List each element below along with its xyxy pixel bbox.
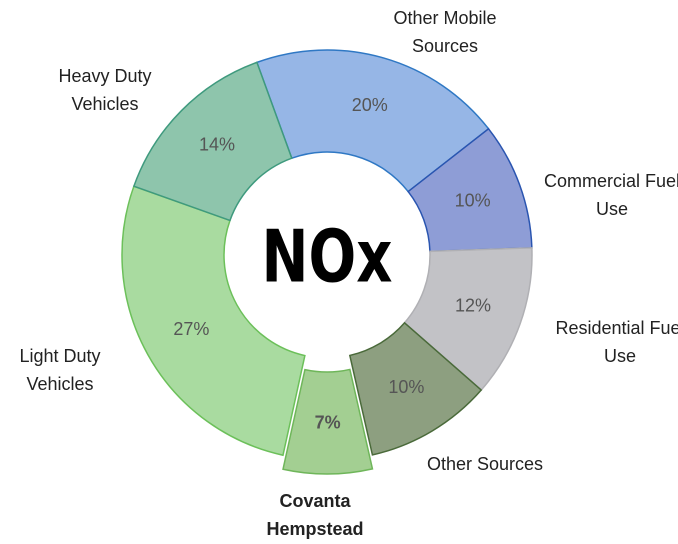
value-label: 12% <box>455 296 491 316</box>
category-label: Heavy Duty Vehicles <box>58 66 152 114</box>
category-label: Covanta Hempstead 2019 <box>266 491 364 539</box>
value-label: 7% <box>315 413 341 433</box>
value-label: 14% <box>199 135 235 155</box>
category-label: Other Mobile Sources <box>393 8 497 56</box>
value-label: 10% <box>455 191 491 211</box>
center-label: NOx <box>262 216 393 300</box>
category-label: Commercial Fuel Use <box>543 171 678 219</box>
value-label: 10% <box>388 377 424 397</box>
donut-segment <box>348 321 483 456</box>
category-label: Other Sources <box>426 454 544 474</box>
category-label: Residential Fuel Use <box>555 318 678 366</box>
donut-segment <box>132 61 293 222</box>
value-label: 27% <box>173 319 209 339</box>
donut-segment <box>282 368 374 475</box>
donut-segment <box>255 49 490 193</box>
category-label: Light Duty Vehicles <box>19 346 101 394</box>
donut-segment <box>121 185 306 457</box>
value-label: 20% <box>352 95 388 115</box>
